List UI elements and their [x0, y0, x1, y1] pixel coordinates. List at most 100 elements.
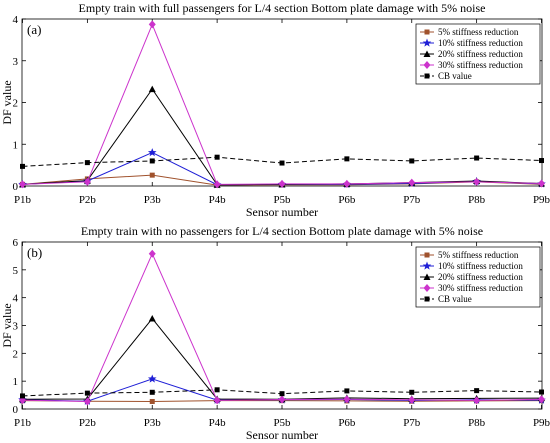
series-3 [19, 85, 545, 188]
legend-marker [423, 273, 431, 280]
y-tick-label: 6 [13, 237, 19, 249]
data-point [147, 148, 157, 157]
legend-marker [422, 38, 432, 47]
x-tick-label: P9b [533, 194, 550, 206]
data-point [213, 180, 221, 189]
y-tick-label: 2 [13, 348, 19, 360]
series-5 [20, 154, 544, 169]
data-point [83, 177, 91, 186]
panel-label: (a) [27, 22, 41, 37]
data-point [148, 85, 156, 93]
series-line [22, 317, 542, 400]
data-point [148, 315, 156, 322]
chart-panel-b: Empty train with no passengers for L/4 s… [0, 224, 550, 442]
legend-marker [422, 261, 432, 270]
data-point [538, 179, 545, 188]
data-point [148, 249, 156, 258]
x-tick-label: P7b [403, 194, 421, 206]
y-tick-label: 4 [13, 14, 19, 26]
series-4 [19, 20, 545, 189]
legend-label: 5% stiffness reduction [438, 250, 519, 260]
legend-label: 30% stiffness reduction [438, 60, 523, 70]
x-tick-label: P5b [273, 194, 291, 206]
chart-title: Empty train with no passengers for L/4 s… [81, 224, 483, 238]
y-tick-label: 1 [13, 139, 19, 151]
legend-label: 20% stiffness reduction [438, 272, 523, 282]
legend-marker [424, 296, 430, 302]
data-point [213, 396, 221, 405]
legend-label: 30% stiffness reduction [438, 283, 523, 293]
panel-label: (b) [27, 245, 42, 260]
x-tick-label: P1b [14, 417, 32, 429]
data-point [538, 395, 545, 404]
data-point [278, 395, 286, 404]
x-tick-label: P7b [403, 417, 421, 429]
legend-marker [423, 284, 431, 292]
data-point [409, 389, 415, 395]
data-point [278, 179, 286, 188]
x-tick-label: P4b [209, 417, 227, 429]
x-tick-label: P6b [338, 194, 356, 206]
chart-panel-a: Empty train with full passengers for L/4… [0, 1, 550, 219]
legend-label: CB value [438, 294, 472, 304]
data-point [279, 391, 285, 397]
data-point [149, 389, 155, 395]
data-point [148, 20, 156, 29]
data-point [539, 158, 544, 164]
x-tick-label: P1b [14, 194, 32, 206]
legend-box [415, 23, 541, 85]
series-3 [19, 315, 545, 403]
x-tick-label: P4b [209, 194, 227, 206]
legend-label: CB value [438, 71, 472, 81]
x-tick-label: P9b [533, 417, 550, 429]
x-tick-label: P3b [144, 417, 162, 429]
series-line [22, 88, 542, 186]
data-point [343, 179, 351, 188]
y-axis-label: DF value [0, 80, 14, 124]
legend-box [415, 246, 541, 308]
x-tick-label: P6b [338, 417, 356, 429]
legend-marker [423, 50, 431, 57]
y-tick-label: 5 [13, 265, 19, 277]
legend-label: 20% stiffness reduction [438, 49, 523, 59]
data-point [149, 158, 155, 164]
y-tick-label: 3 [13, 56, 19, 68]
data-point [20, 163, 25, 169]
y-tick-label: 3 [13, 321, 19, 333]
data-point [408, 395, 416, 404]
y-tick-label: 2 [13, 98, 19, 110]
data-point [214, 387, 220, 393]
data-point [473, 177, 481, 186]
x-axis-label: Sensor number [246, 205, 318, 219]
x-tick-label: P2b [79, 417, 97, 429]
data-point [343, 395, 351, 404]
data-point [409, 158, 415, 164]
data-point [473, 396, 481, 405]
legend-label: 10% stiffness reduction [438, 261, 523, 271]
series-5 [20, 387, 544, 399]
x-tick-label: P5b [273, 417, 291, 429]
data-point [474, 155, 480, 161]
legend-marker [424, 29, 430, 35]
data-point [84, 390, 90, 396]
data-point [149, 398, 155, 404]
legend-marker [424, 252, 430, 258]
y-tick-label: 4 [13, 293, 19, 305]
data-point [344, 156, 350, 162]
legend-marker [423, 61, 431, 69]
data-point [279, 160, 285, 166]
y-axis-label: DF value [0, 303, 14, 347]
data-point [408, 178, 416, 187]
legend-label: 5% stiffness reduction [438, 27, 519, 37]
y-tick-label: 0 [13, 404, 19, 416]
x-tick-label: P8b [468, 194, 486, 206]
x-tick-label: P2b [79, 194, 97, 206]
data-point [214, 154, 220, 160]
chart-title: Empty train with full passengers for L/4… [79, 1, 486, 15]
data-point [539, 389, 544, 395]
series-4 [19, 249, 545, 406]
x-axis-label: Sensor number [246, 428, 318, 442]
